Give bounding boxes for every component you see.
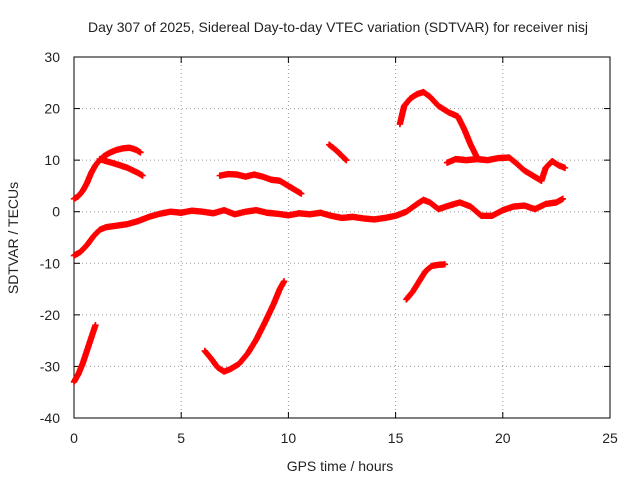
series-track-a-rise <box>70 144 144 203</box>
data-point <box>92 321 99 329</box>
series-track-i-rise <box>403 261 449 303</box>
y-tick-label: -40 <box>40 410 60 426</box>
series-track-a-fall <box>96 155 146 179</box>
y-tick-label: 20 <box>44 101 60 117</box>
data-point <box>561 164 569 172</box>
series-track-b-main <box>70 195 567 259</box>
data-point <box>280 278 288 285</box>
y-tick-label: 0 <box>52 204 60 220</box>
x-tick-label: 0 <box>70 430 78 446</box>
x-tick-label: 25 <box>602 430 618 446</box>
series-track-e-dip <box>201 278 288 375</box>
x-tick-label: 15 <box>388 430 404 446</box>
series-track-g-peak <box>396 88 481 161</box>
data-point <box>342 156 349 163</box>
x-axis-label: GPS time / hours <box>287 458 394 474</box>
data-point <box>343 156 350 164</box>
y-axis-label: SDTVAR / TECUs <box>5 182 21 294</box>
series-track-d-upper-mid <box>216 170 305 197</box>
data-point <box>298 190 305 197</box>
tick-labels: 0 5 10 15 20 25 -40 -30 -20 -10 0 10 20 30 <box>40 49 618 446</box>
y-tick-label: -10 <box>40 255 60 271</box>
series-track-h-tail <box>443 154 569 184</box>
data-point <box>139 172 146 179</box>
data-point <box>137 149 144 156</box>
y-tick-label: -30 <box>40 358 60 374</box>
series-track-f-short <box>325 141 350 164</box>
axis-ticks <box>73 56 611 419</box>
series-track-c-low-left <box>70 321 99 386</box>
chart-title: Day 307 of 2025, Sidereal Day-to-day VTE… <box>88 19 588 35</box>
x-tick-label: 10 <box>281 430 297 446</box>
data-point <box>441 261 449 268</box>
y-tick-label: 10 <box>44 152 60 168</box>
x-tick-label: 20 <box>495 430 511 446</box>
data-points <box>70 88 569 386</box>
x-tick-label: 5 <box>177 430 185 446</box>
data-point <box>559 195 567 203</box>
grid-lines <box>74 57 610 418</box>
y-tick-label: 30 <box>44 49 60 65</box>
plot-frame <box>73 56 611 419</box>
y-tick-label: -20 <box>40 307 60 323</box>
